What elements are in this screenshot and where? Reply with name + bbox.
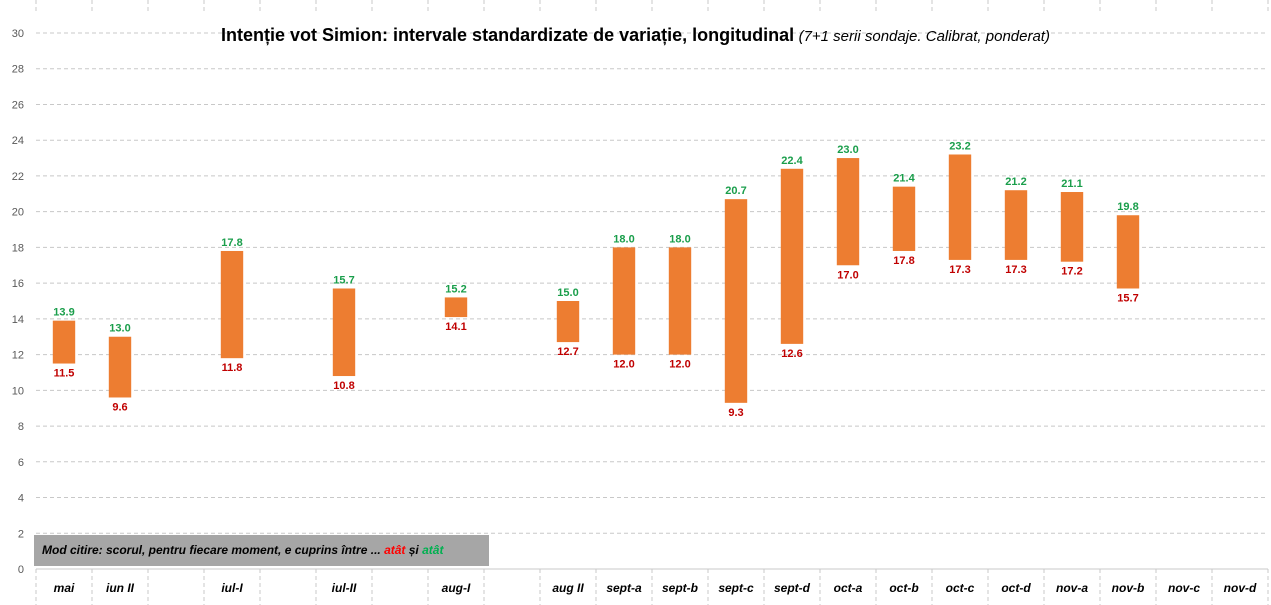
y-tick-label: 4 <box>18 493 24 505</box>
x-tick-label: sept-b <box>662 581 698 595</box>
range-bar <box>1060 192 1084 262</box>
high-label: 15.0 <box>557 287 578 299</box>
x-tick-label: nov-c <box>1168 581 1200 595</box>
note-and: și <box>405 543 423 557</box>
low-label: 10.8 <box>333 380 354 392</box>
high-label: 23.0 <box>837 144 858 156</box>
y-tick-label: 24 <box>12 135 24 147</box>
low-label: 12.6 <box>781 348 802 360</box>
y-tick-label: 26 <box>12 99 24 111</box>
range-bar <box>220 250 244 359</box>
x-tick-label: aug-I <box>442 581 471 595</box>
x-tick-label: oct-a <box>834 581 863 595</box>
low-label: 17.3 <box>1005 264 1026 276</box>
y-tick-label: 14 <box>12 314 24 326</box>
high-label: 20.7 <box>725 185 746 197</box>
range-bar <box>556 301 580 343</box>
high-label: 21.4 <box>893 173 915 185</box>
high-label: 21.2 <box>1005 176 1026 188</box>
y-tick-label: 30 <box>12 28 24 40</box>
x-tick-label: sept-a <box>606 581 642 595</box>
reading-note: Mod citire: scorul, pentru fiecare momen… <box>34 535 489 566</box>
y-tick-label: 28 <box>12 64 24 76</box>
high-label: 19.8 <box>1117 201 1138 213</box>
range-bar <box>948 154 972 260</box>
x-tick-label: nov-b <box>1112 581 1145 595</box>
range-bar <box>892 186 916 251</box>
x-tick-label: oct-c <box>946 581 975 595</box>
high-label: 18.0 <box>613 233 634 245</box>
range-bar <box>1116 215 1140 289</box>
x-tick-label: iul-II <box>332 581 357 595</box>
chart-title: Intenție vot Simion: intervale standardi… <box>0 25 1271 46</box>
low-label: 15.7 <box>1117 292 1138 304</box>
y-tick-label: 18 <box>12 242 24 254</box>
y-tick-label: 8 <box>18 421 24 433</box>
range-bar <box>444 297 468 318</box>
range-bar <box>836 158 860 266</box>
high-label: 15.2 <box>445 283 466 295</box>
y-tick-label: 16 <box>12 278 24 290</box>
data-labels: 13.9 11.5 13.0 9.6 17.8 11.8 15.7 10.8 15.2 14.1 1… <box>53 140 1138 418</box>
high-label: 22.4 <box>781 155 803 167</box>
range-bar <box>668 247 692 355</box>
x-tick-label: nov-d <box>1224 581 1257 595</box>
x-tick-label: nov-a <box>1056 581 1088 595</box>
low-label: 11.8 <box>222 362 243 374</box>
low-label: 17.0 <box>837 269 858 281</box>
high-label: 15.7 <box>333 274 354 286</box>
y-tick-label: 20 <box>12 207 24 219</box>
bars <box>52 154 1140 403</box>
x-tick-label: mai <box>54 581 75 595</box>
x-tick-label: oct-d <box>1001 581 1031 595</box>
title-main: Intenție vot Simion: intervale standardi… <box>221 25 795 45</box>
low-label: 17.8 <box>893 255 914 267</box>
low-label: 11.5 <box>54 368 75 380</box>
note-word-red: atât <box>384 543 406 557</box>
title-subtitle: (7+1 serii sondaje. Calibrat, ponderat) <box>798 28 1050 45</box>
y-tick-label: 6 <box>18 457 24 469</box>
x-tick-label: iun II <box>106 581 135 595</box>
x-tick-label: sept-d <box>774 581 811 595</box>
low-label: 14.1 <box>445 321 466 333</box>
note-text: Mod citire: scorul, pentru fiecare momen… <box>42 543 385 557</box>
x-tick-label: sept-c <box>718 581 754 595</box>
range-bar <box>612 247 636 355</box>
x-tick-label: iul-I <box>221 581 243 595</box>
x-tick-label: oct-b <box>889 581 918 595</box>
high-label: 13.9 <box>53 307 74 319</box>
range-bar <box>1004 190 1028 260</box>
high-label: 23.2 <box>949 140 970 152</box>
y-tick-label: 12 <box>12 350 24 362</box>
high-label: 13.0 <box>109 323 130 335</box>
low-label: 17.3 <box>949 264 970 276</box>
low-label: 12.0 <box>669 359 690 371</box>
y-tick-label: 2 <box>18 528 24 540</box>
high-label: 18.0 <box>669 233 690 245</box>
range-bar <box>724 199 748 403</box>
high-label: 21.1 <box>1061 178 1082 190</box>
range-bar <box>780 168 804 344</box>
y-tick-label: 10 <box>12 385 24 397</box>
x-axis: mai iun II iul-I iul-II aug-I aug II sept-a sep… <box>54 581 1257 595</box>
low-label: 12.7 <box>557 346 578 358</box>
range-bar <box>108 336 132 398</box>
low-label: 17.2 <box>1061 266 1082 278</box>
range-bar <box>332 288 356 377</box>
high-label: 17.8 <box>221 237 242 249</box>
low-label: 12.0 <box>613 359 634 371</box>
low-label: 9.3 <box>728 407 743 419</box>
low-label: 9.6 <box>112 401 127 413</box>
x-tick-label: aug II <box>552 581 584 595</box>
note-word-green: atât <box>422 543 444 557</box>
range-bar <box>52 320 76 364</box>
y-tick-label: 0 <box>18 564 24 576</box>
y-tick-label: 22 <box>12 171 24 183</box>
